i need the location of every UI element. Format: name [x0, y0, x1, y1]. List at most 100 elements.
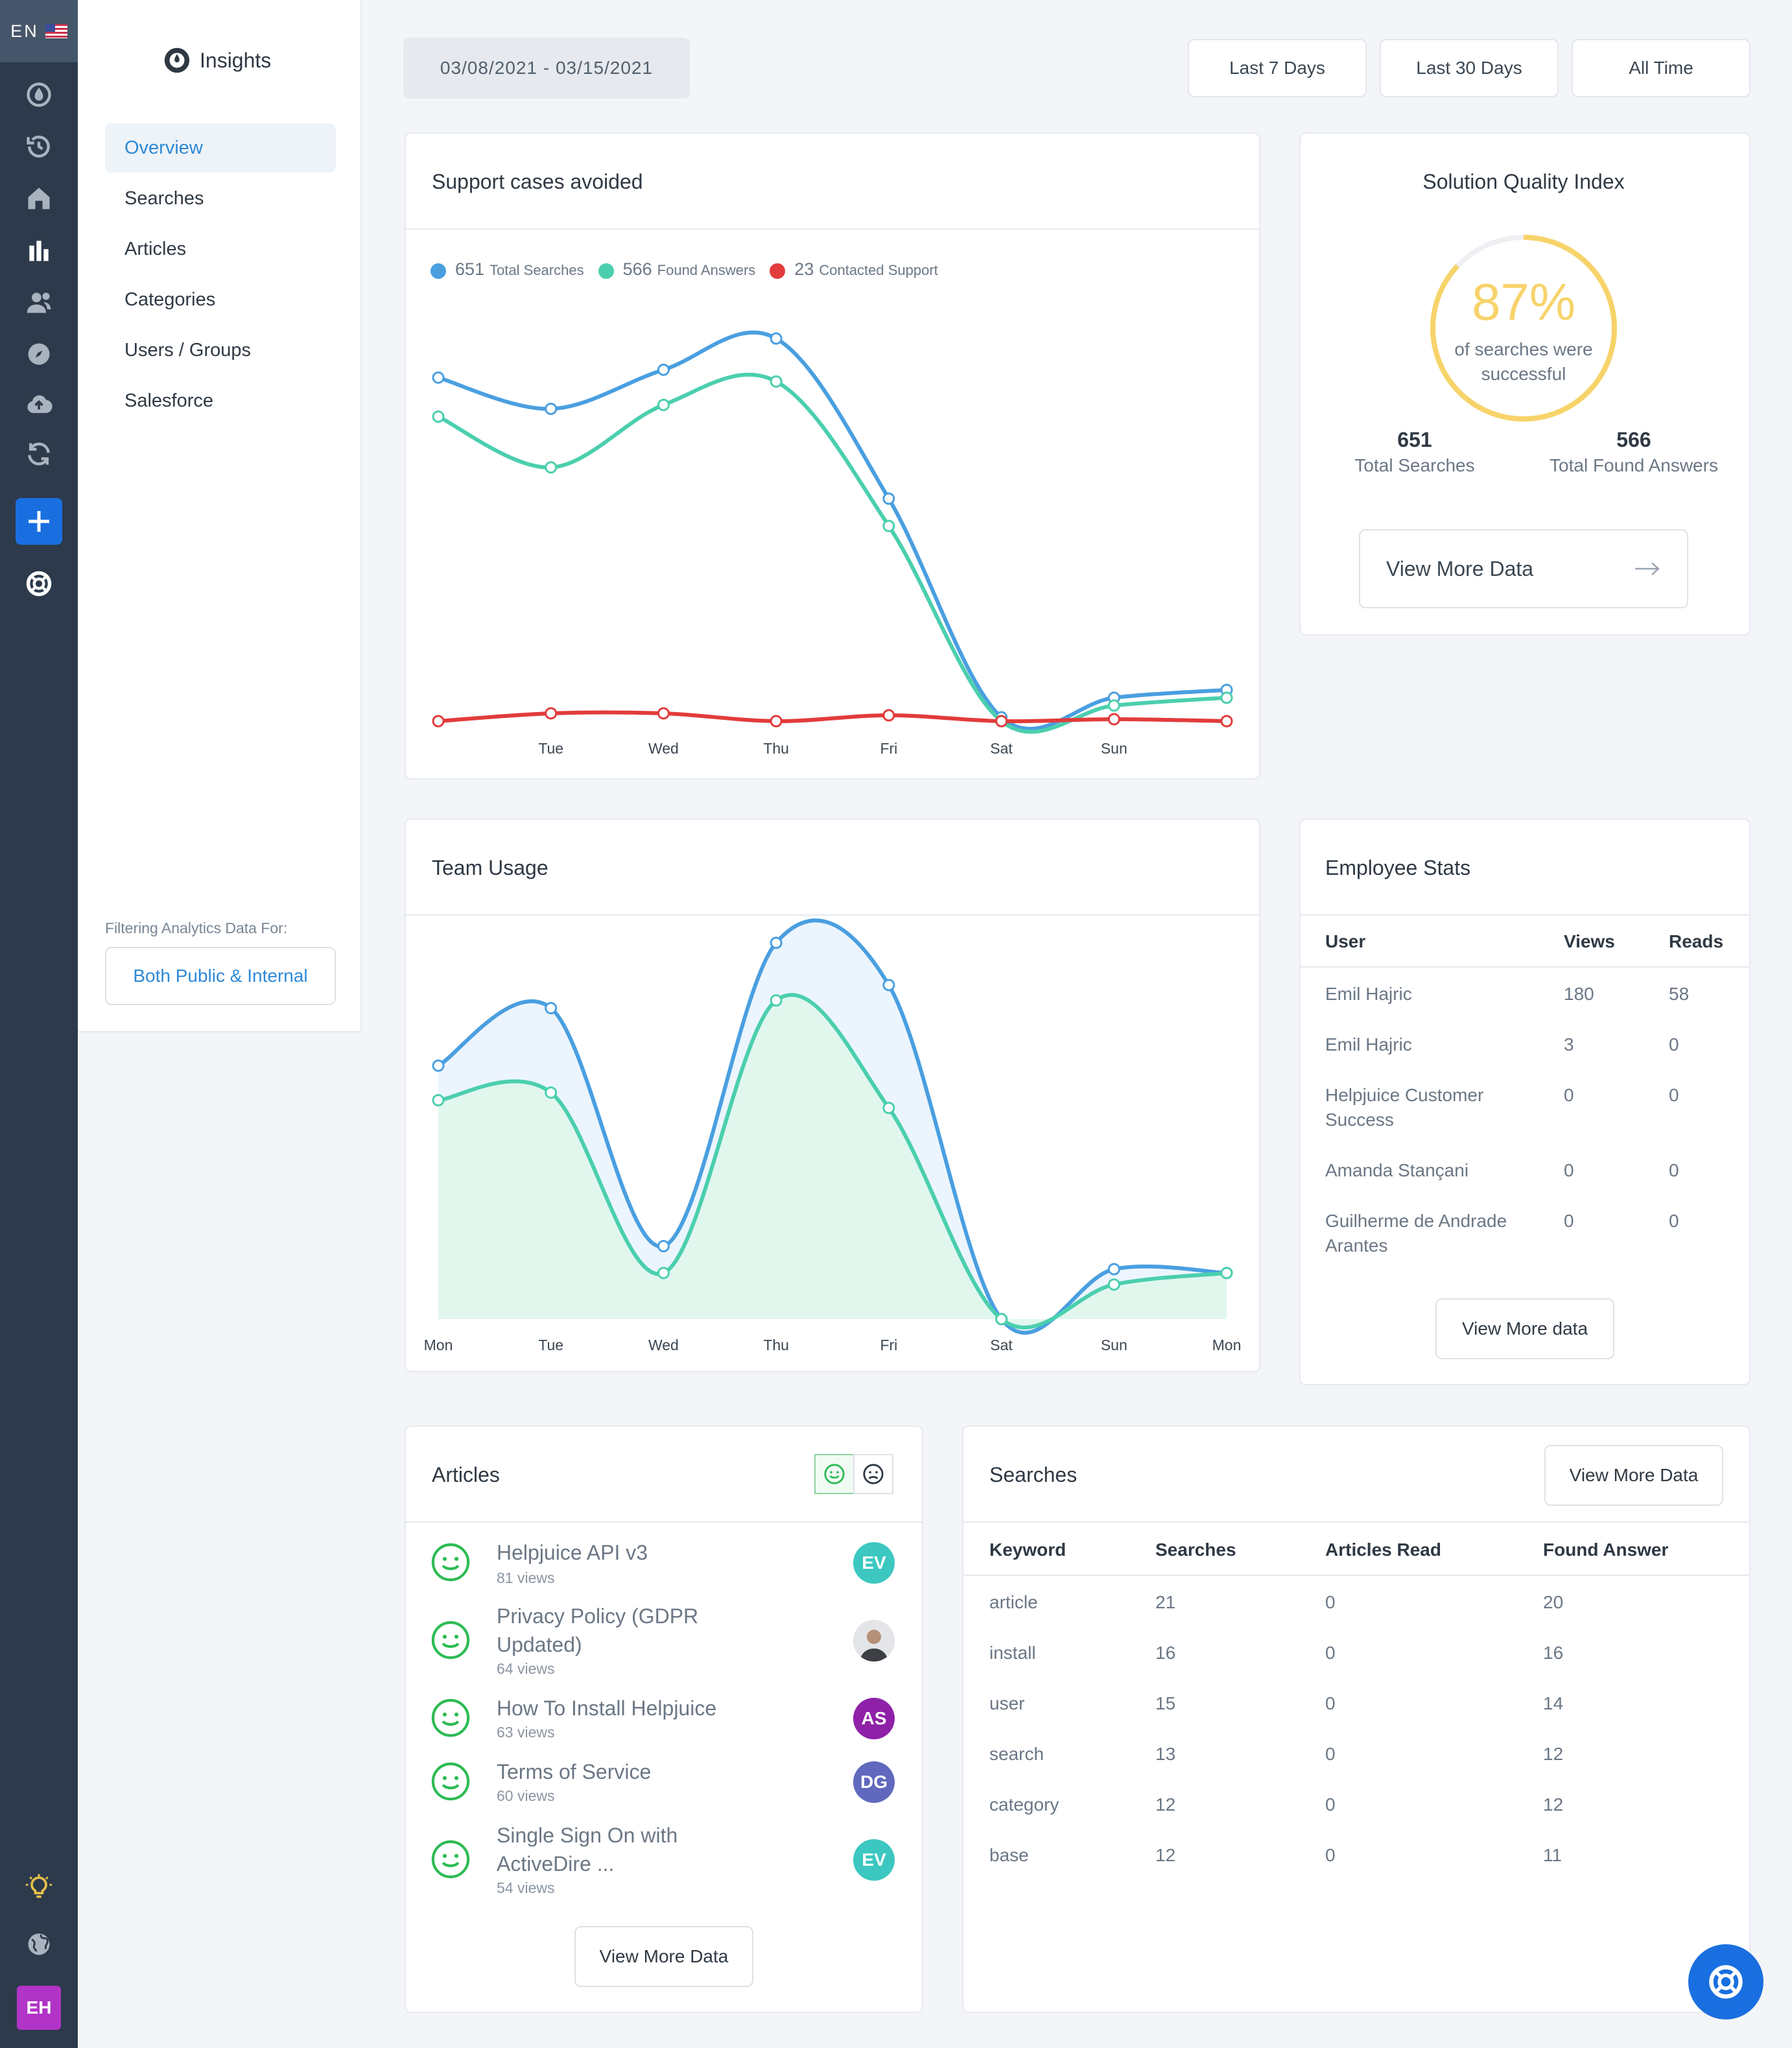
nav-item-categories[interactable]: Categories [124, 289, 216, 310]
legend-item-contacted-support[interactable]: 23 Contacted Support [770, 259, 938, 280]
article-author-avatar[interactable] [853, 1620, 895, 1661]
article-author-badge[interactable]: AS [853, 1698, 895, 1739]
data-point[interactable] [432, 1059, 445, 1072]
article-title-link[interactable]: Single Sign On with ActiveDire ... [497, 1824, 678, 1875]
data-point[interactable] [432, 410, 445, 423]
article-author-badge[interactable]: DG [853, 1761, 895, 1803]
col-header-user[interactable]: User [1325, 931, 1366, 951]
articles-view-more-button[interactable]: View More Data [574, 1926, 753, 1987]
data-point[interactable] [657, 1267, 670, 1280]
cloud-upload-icon[interactable] [25, 390, 53, 419]
positive-filter-toggle[interactable] [814, 1454, 855, 1494]
home-icon[interactable] [25, 184, 53, 213]
help-chat-button[interactable] [1688, 1944, 1763, 2019]
article-sentiment-icon [430, 1761, 471, 1805]
legend-item-found-answers[interactable]: 566 Found Answers [598, 259, 755, 280]
article-author-badge[interactable]: EV [853, 1839, 895, 1881]
data-point[interactable] [657, 398, 670, 411]
data-point[interactable] [995, 1313, 1008, 1326]
lifebuoy-icon[interactable] [25, 569, 53, 598]
data-point[interactable] [545, 707, 558, 720]
nav-item-users-groups[interactable]: Users / Groups [124, 339, 251, 361]
data-point[interactable] [657, 1240, 670, 1253]
sqi-percent: 87% [1471, 273, 1576, 331]
x-tick-label: Sun [1101, 1337, 1127, 1353]
data-point[interactable] [657, 707, 670, 720]
data-point[interactable] [995, 715, 1008, 728]
article-title-link[interactable]: Privacy Policy (GDPR Updated) [497, 1604, 699, 1656]
col-header-keyword[interactable]: Keyword [989, 1540, 1067, 1560]
language-code: EN [10, 21, 39, 41]
stat-found-answers-label: Total Found Answers [1550, 455, 1718, 475]
searches-view-more-button[interactable]: View More Data [1544, 1445, 1723, 1506]
data-point[interactable] [770, 715, 783, 728]
nav-item-overview[interactable]: Overview [105, 123, 336, 173]
droplet-icon[interactable] [25, 80, 53, 109]
data-point[interactable] [545, 1001, 558, 1014]
nav-item-searches[interactable]: Searches [124, 187, 204, 209]
articles-read-count: 0 [1325, 1693, 1336, 1713]
article-title-link[interactable]: Terms of Service [497, 1760, 652, 1783]
last-7-days-button[interactable]: Last 7 Days [1188, 39, 1367, 97]
article-author-badge[interactable]: EV [853, 1542, 895, 1584]
sync-icon[interactable] [25, 440, 53, 468]
all-time-button[interactable]: All Time [1572, 39, 1751, 97]
data-point[interactable] [770, 332, 783, 345]
search-count: 12 [1155, 1845, 1176, 1865]
data-point[interactable] [657, 363, 670, 376]
data-point[interactable] [882, 492, 895, 505]
brand[interactable]: Insights [162, 45, 271, 75]
data-point[interactable] [882, 709, 895, 722]
smiley-happy-icon [824, 1464, 845, 1484]
data-point[interactable] [882, 519, 895, 532]
data-point[interactable] [882, 979, 895, 992]
data-point[interactable] [545, 402, 558, 415]
data-point[interactable] [882, 1101, 895, 1114]
lightbulb-icon[interactable] [25, 1873, 53, 1901]
data-point[interactable] [1220, 1267, 1233, 1280]
col-header-reads[interactable]: Reads [1669, 931, 1724, 951]
bar-chart-icon[interactable] [25, 236, 53, 265]
compass-icon[interactable] [25, 340, 53, 368]
article-title-link[interactable]: How To Install Helpjuice [497, 1697, 717, 1720]
filter-visibility-button[interactable]: Both Public & Internal [105, 947, 336, 1005]
data-point[interactable] [1220, 691, 1233, 704]
last-30-days-button[interactable]: Last 30 Days [1380, 39, 1559, 97]
language-switcher[interactable]: EN [0, 0, 78, 62]
data-point[interactable] [1107, 1278, 1120, 1291]
col-header-found-answer[interactable]: Found Answer [1543, 1540, 1669, 1560]
data-point[interactable] [432, 371, 445, 384]
nav-item-salesforce[interactable]: Salesforce [124, 390, 214, 411]
globe-icon[interactable] [25, 1930, 53, 1959]
data-point[interactable] [432, 1094, 445, 1107]
data-point[interactable] [1107, 713, 1120, 726]
data-point[interactable] [545, 1086, 558, 1099]
data-point[interactable] [1107, 699, 1120, 712]
data-point[interactable] [770, 375, 783, 388]
plus-icon[interactable] [16, 498, 62, 545]
users-icon[interactable] [25, 288, 53, 316]
article-title-link[interactable]: Helpjuice API v3 [497, 1541, 648, 1564]
legend-item-total-searches[interactable]: 651 Total Searches [430, 259, 584, 280]
col-header-views[interactable]: Views [1564, 931, 1615, 951]
data-point[interactable] [1107, 1263, 1120, 1276]
data-point[interactable] [1220, 715, 1233, 728]
employee-view-more-button[interactable]: View More data [1435, 1298, 1614, 1359]
data-point[interactable] [770, 994, 783, 1007]
col-header-articles-read[interactable]: Articles Read [1325, 1540, 1441, 1560]
employee-views: 0 [1564, 1211, 1574, 1231]
data-point[interactable] [432, 715, 445, 728]
data-point[interactable] [770, 936, 783, 949]
nav-item-articles[interactable]: Articles [124, 238, 187, 259]
negative-filter-toggle[interactable] [853, 1454, 893, 1494]
data-point[interactable] [545, 461, 558, 474]
x-tick-label: Sat [990, 1337, 1013, 1353]
sqi-view-more-button[interactable]: View More Data [1359, 529, 1688, 608]
col-header-searches[interactable]: Searches [1155, 1540, 1236, 1560]
history-icon[interactable] [25, 132, 53, 161]
user-avatar[interactable]: EH [17, 1986, 61, 2030]
gauge-fill [1430, 235, 1617, 422]
date-range-picker[interactable]: 03/08/2021 - 03/15/2021 [403, 38, 690, 99]
employee-stats-title: Employee Stats [1325, 856, 1471, 879]
articles-read-count: 0 [1325, 1592, 1336, 1612]
